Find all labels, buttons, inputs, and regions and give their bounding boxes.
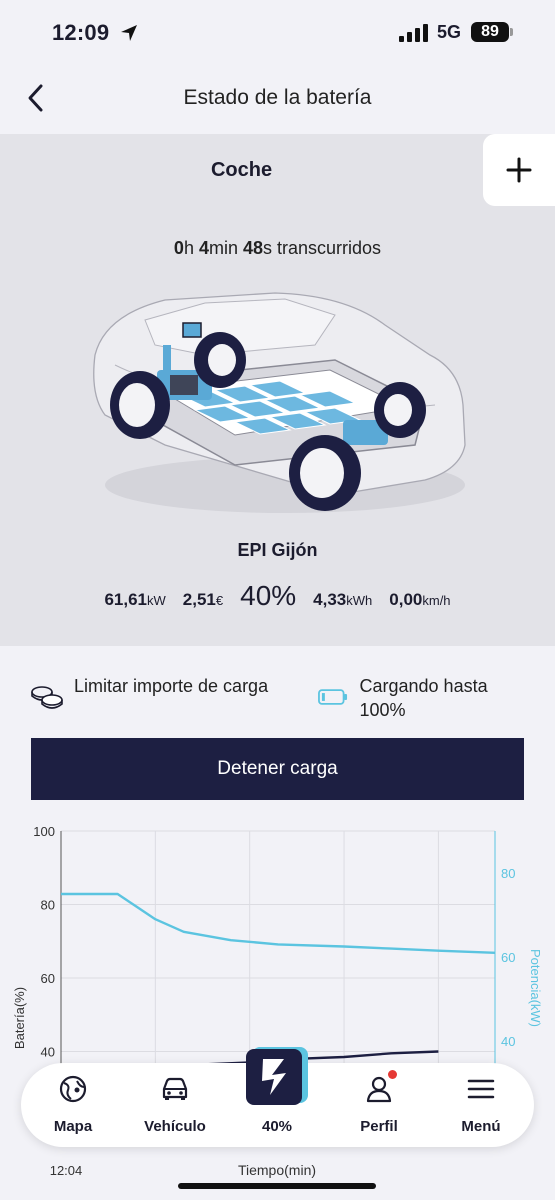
y-left-tick-label: 80 <box>41 898 55 913</box>
charge-limit-option[interactable]: Cargando hasta 100% <box>316 674 536 722</box>
back-chevron-icon[interactable] <box>22 80 52 116</box>
notification-dot <box>388 1070 397 1079</box>
signal-icon <box>399 24 428 42</box>
page-title: Estado de la batería <box>183 86 372 109</box>
coins-icon <box>31 686 63 709</box>
vehicle-tab-title[interactable]: Coche <box>210 159 273 181</box>
battery-nub <box>510 28 513 36</box>
header: Estado de la batería <box>0 68 555 128</box>
stat-energy: 4,33kWh <box>313 590 373 609</box>
stat-battery: 40% <box>240 580 297 611</box>
y-right-tick-label: 60 <box>501 950 515 965</box>
nav-item-menu[interactable]: Menú <box>436 1063 526 1147</box>
nav-label-profile: Perfil <box>360 1118 398 1135</box>
map-globe-icon <box>59 1075 87 1103</box>
y-left-axis-label: Batería(%) <box>12 987 27 1049</box>
y-left-tick-label: 100 <box>33 824 55 839</box>
user-icon <box>366 1076 392 1103</box>
stat-cost: 2,51€ <box>182 590 224 609</box>
stat-power: 61,61kW <box>104 590 166 609</box>
y-left-tick-label: 60 <box>41 971 55 986</box>
add-vehicle-button[interactable] <box>483 134 555 206</box>
limit-amount-option[interactable]: Limitar importe de carga <box>30 674 280 712</box>
charging-bolt-icon <box>246 1047 308 1105</box>
elapsed-hours-unit: h <box>183 238 199 258</box>
car-icon <box>162 1077 188 1100</box>
nav-item-vehicle[interactable]: Vehículo <box>130 1063 220 1147</box>
home-indicator <box>178 1183 376 1189</box>
station-name: EPI Gijón <box>237 540 318 560</box>
y-right-axis-label: Potencia(kW) <box>528 949 543 1027</box>
location-arrow-icon <box>121 25 137 41</box>
nav-item-profile[interactable]: Perfil <box>334 1063 424 1147</box>
stat-speed: 0,00km/h <box>389 590 451 609</box>
elapsed-seconds: 48 <box>242 238 264 258</box>
y-left-tick-label: 40 <box>41 1045 55 1060</box>
y-right-tick-label: 80 <box>501 866 515 881</box>
nav-label-vehicle: Vehículo <box>144 1118 206 1135</box>
nav-label-map: Mapa <box>53 1118 93 1135</box>
plus-icon <box>506 157 532 183</box>
status-time: 12:09 <box>52 20 110 45</box>
network-type: 5G <box>437 22 462 42</box>
battery-level: 89 <box>471 22 509 42</box>
stop-charging-button[interactable]: Detener carga <box>31 738 524 800</box>
elapsed-seconds-unit: s transcurridos <box>263 238 382 258</box>
elapsed-minutes: 4 <box>198 238 209 258</box>
charge-limit-label: Cargando hasta 100% <box>359 676 488 720</box>
car-battery-illustration <box>93 292 466 513</box>
hamburger-menu-icon <box>467 1079 495 1099</box>
elapsed-hours: 0 <box>173 238 184 258</box>
nav-item-charging[interactable]: 40% <box>232 1047 322 1147</box>
x-start-label: 12:04 <box>50 1163 83 1178</box>
y-right-tick-label: 40 <box>501 1034 515 1049</box>
charging-stats: 61,61kW 2,51€ 40% 4,33kWh 0,00km/h <box>0 580 555 612</box>
elapsed-time: 0h 4min 48s transcurridos <box>0 238 555 259</box>
nav-item-map[interactable]: Mapa <box>28 1063 118 1147</box>
status-bar: 12:09 5G 89 <box>0 0 555 64</box>
x-axis-label: Tiempo(min) <box>238 1162 316 1178</box>
nav-label-charging: 40% <box>261 1118 293 1135</box>
elapsed-minutes-unit: min <box>208 238 243 258</box>
bottom-navigation: Mapa Vehículo 40% Perfil Menú <box>21 1047 534 1147</box>
nav-label-menu: Menú <box>461 1118 501 1135</box>
limit-amount-label: Limitar importe de carga <box>74 676 269 696</box>
battery-outline-icon <box>318 689 348 705</box>
series-line-potencia <box>61 892 496 954</box>
